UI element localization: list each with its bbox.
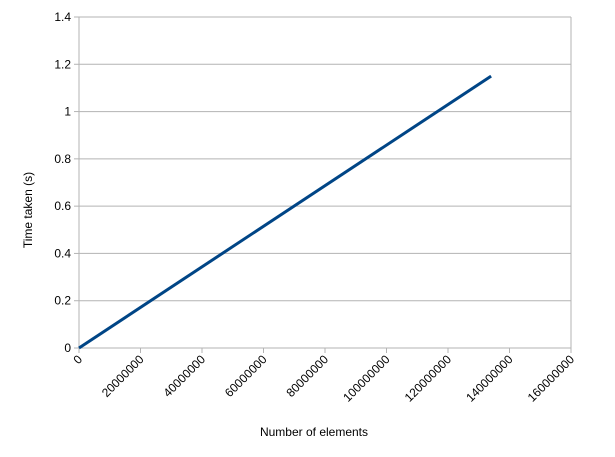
x-tick-label: 20000000 [99, 352, 147, 400]
y-tick-label: 0.4 [54, 246, 71, 260]
y-axis-title: Time taken (s) [21, 172, 35, 248]
x-tick-label: 140000000 [463, 352, 516, 405]
x-tick-label: 80000000 [283, 352, 331, 400]
x-tick-label: 100000000 [340, 352, 393, 405]
y-tick-label: 0.8 [54, 152, 71, 166]
x-tick-label: 120000000 [402, 352, 455, 405]
axes [74, 16, 572, 353]
y-tick-label: 1 [64, 105, 71, 119]
y-tick-label: 0.6 [54, 199, 71, 213]
series-line [78, 74, 492, 350]
x-tick-label: 40000000 [160, 352, 208, 400]
x-tick-label: 160000000 [525, 352, 578, 405]
series-layer [78, 74, 492, 350]
tick-labels: 0 0.2 0.4 0.6 0.8 1 1.2 1.4 0 20000000 40000000 600… [54, 10, 577, 405]
x-tick-label: 60000000 [222, 352, 270, 400]
y-tick-label: 1.4 [54, 10, 71, 24]
x-tick-label: 0 [70, 352, 85, 367]
x-axis-title: Number of elements [260, 425, 368, 439]
y-tick-label: 0 [64, 341, 71, 355]
gridlines [79, 16, 571, 349]
y-tick-label: 1.2 [54, 57, 71, 71]
y-tick-label: 0.2 [54, 294, 71, 308]
